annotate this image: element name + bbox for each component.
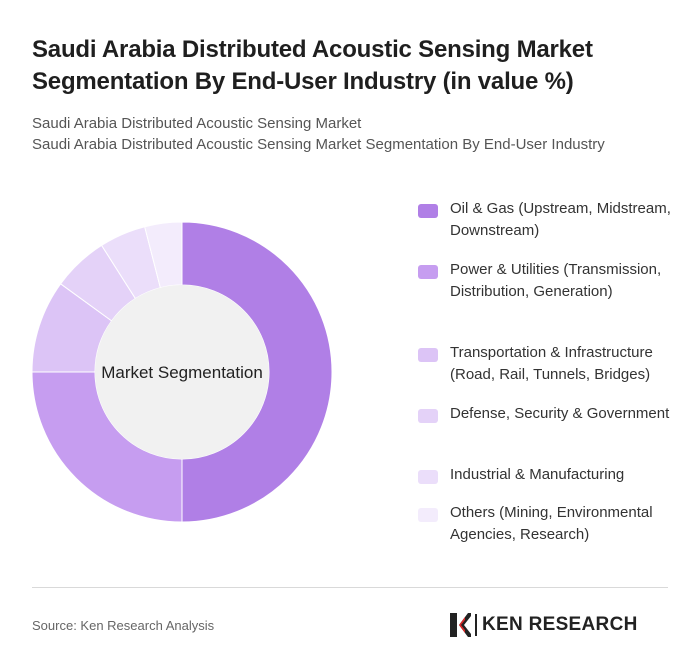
subtitle-line-2: Saudi Arabia Distributed Acoustic Sensin… [32, 136, 605, 153]
subtitle-line-1: Saudi Arabia Distributed Acoustic Sensin… [32, 115, 362, 132]
ken-research-logo-icon [450, 613, 471, 637]
legend-swatch [418, 508, 438, 522]
brand-separator [475, 614, 477, 636]
legend-label: Transportation & Infrastructure (Road, R… [450, 344, 653, 383]
legend-label: Oil & Gas (Upstream, Midstream, Downstre… [450, 200, 671, 239]
brand-name: KEN RESEARCH [482, 614, 638, 635]
legend-swatch [418, 409, 438, 423]
chart-subtitle: Saudi Arabia Distributed Acoustic Sensin… [32, 113, 682, 155]
legend-swatch [418, 470, 438, 484]
legend-label: Defense, Security & Government [450, 405, 670, 422]
legend-label: Power & Utilities (Transmission, Distrib… [450, 261, 662, 300]
brand-logo: KEN RESEARCH [448, 611, 670, 639]
donut-center-label: Market Segmentation [101, 363, 263, 382]
legend-label: Others (Mining, Environmental Agencies, … [450, 504, 653, 543]
chart-title: Saudi Arabia Distributed Acoustic Sensin… [32, 36, 593, 95]
legend-label: Industrial & Manufacturing [450, 466, 625, 483]
footer-divider [32, 587, 668, 588]
legend-swatch [418, 204, 438, 218]
donut-center [95, 285, 269, 459]
donut-slices [31, 221, 333, 523]
source-note: Source: Ken Research Analysis [32, 618, 215, 633]
legend-swatch [418, 348, 438, 362]
legend-swatch [418, 265, 438, 279]
